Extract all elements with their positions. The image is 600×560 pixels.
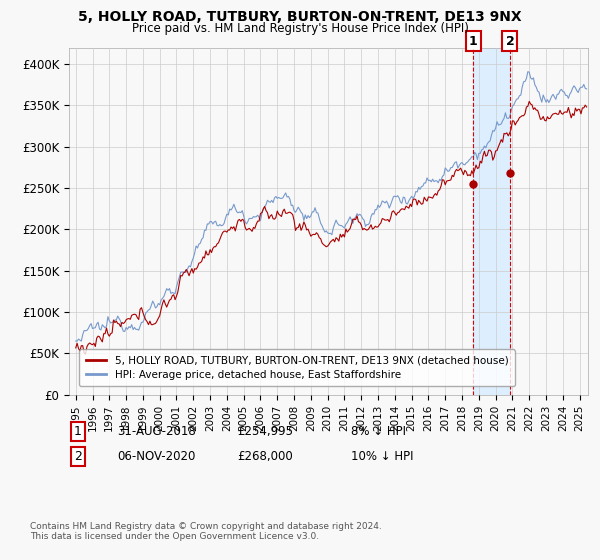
Text: 2: 2 (74, 450, 82, 463)
Text: 1: 1 (74, 424, 82, 438)
Text: Contains HM Land Registry data © Crown copyright and database right 2024.
This d: Contains HM Land Registry data © Crown c… (30, 522, 382, 542)
Text: 2: 2 (506, 35, 514, 48)
Text: 5, HOLLY ROAD, TUTBURY, BURTON-ON-TRENT, DE13 9NX: 5, HOLLY ROAD, TUTBURY, BURTON-ON-TRENT,… (78, 10, 522, 24)
Text: 1: 1 (469, 35, 478, 48)
Text: Price paid vs. HM Land Registry's House Price Index (HPI): Price paid vs. HM Land Registry's House … (131, 22, 469, 35)
Text: 10% ↓ HPI: 10% ↓ HPI (351, 450, 413, 463)
Text: 8% ↓ HPI: 8% ↓ HPI (351, 424, 406, 438)
Bar (473, 48, 510, 395)
Text: 31-AUG-2018: 31-AUG-2018 (117, 424, 196, 438)
Text: 06-NOV-2020: 06-NOV-2020 (117, 450, 196, 463)
Text: £268,000: £268,000 (237, 450, 293, 463)
Text: £254,995: £254,995 (237, 424, 293, 438)
Legend: 5, HOLLY ROAD, TUTBURY, BURTON-ON-TRENT, DE13 9NX (detached house), HPI: Average: 5, HOLLY ROAD, TUTBURY, BURTON-ON-TRENT,… (79, 349, 515, 386)
